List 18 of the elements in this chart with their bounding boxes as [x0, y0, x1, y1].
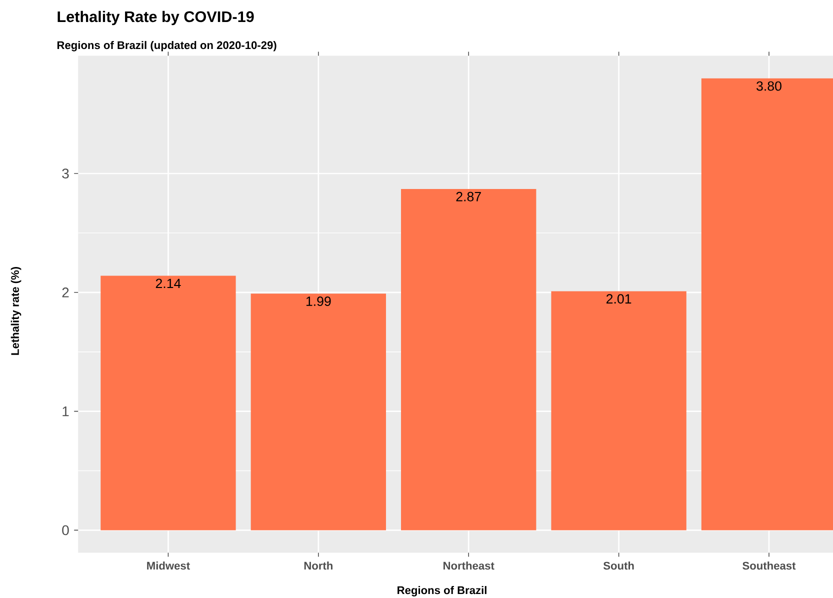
y-tick-label: 0	[62, 525, 69, 536]
x-tick-label: Southeast	[742, 562, 796, 570]
chart-subtitle: Regions of Brazil (updated on 2020-10-29)	[57, 40, 276, 52]
data-label: 3.80	[756, 81, 782, 91]
x-tick-label: Northeast	[444, 562, 494, 570]
x-axis-title: Regions of Brazil	[398, 586, 486, 596]
y-tick-label: 3	[62, 168, 69, 178]
y-axis-title: Lethality rate (%)	[10, 266, 22, 355]
x-tick-label: Midwest	[147, 562, 190, 570]
data-label: 2.87	[456, 192, 481, 202]
data-label: 2.14	[156, 278, 181, 288]
chart-title: Lethality Rate by COVID-19	[58, 10, 254, 26]
data-label: 1.99	[306, 296, 331, 306]
y-tick-label: 1	[62, 406, 69, 416]
x-tick-label: North	[304, 562, 332, 570]
x-tick-label: South	[603, 562, 634, 570]
data-label: 2.01	[606, 294, 632, 304]
y-tick-label: 2	[62, 288, 69, 298]
